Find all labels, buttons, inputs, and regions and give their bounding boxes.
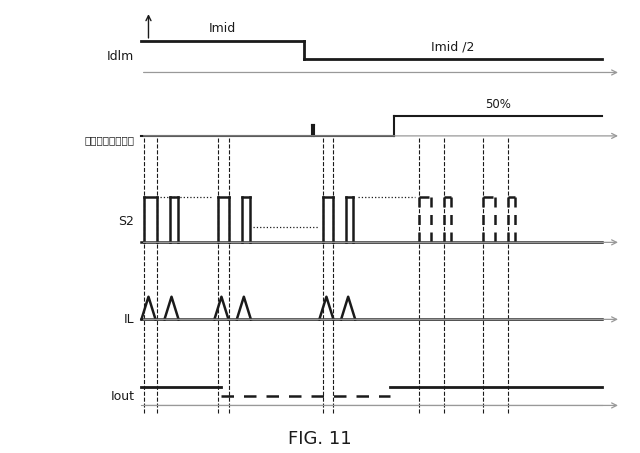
Text: S2: S2 xyxy=(118,216,134,228)
Text: Imid: Imid xyxy=(209,22,236,35)
Text: 50%: 50% xyxy=(484,98,511,111)
Text: チョッピング信号: チョッピング信号 xyxy=(84,135,134,145)
Text: FIG. 11: FIG. 11 xyxy=(288,430,352,448)
Text: Idlm: Idlm xyxy=(107,50,134,63)
Text: Iout: Iout xyxy=(111,390,134,403)
Text: IL: IL xyxy=(124,313,134,326)
Text: Imid /2: Imid /2 xyxy=(431,40,474,53)
